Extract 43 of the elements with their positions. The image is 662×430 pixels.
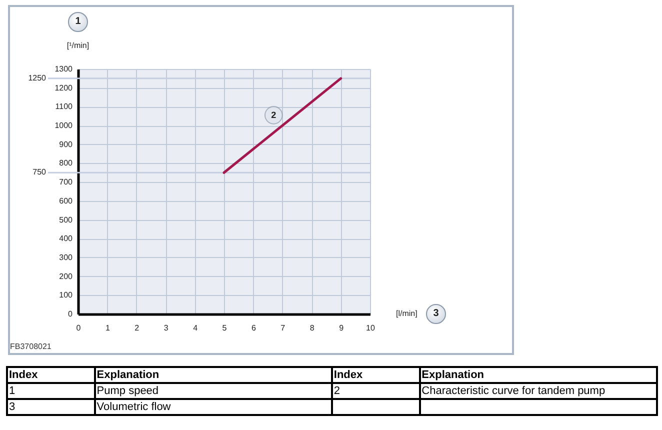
x-tick-label: 10 [366,324,376,332]
text: FB3708021 [10,342,52,351]
y-tick-label: 400 [59,234,74,244]
y-tick-label: 500 [59,215,74,224]
text: Explanation [420,367,657,383]
text: 3 [7,399,95,415]
x-tick-label: 4 [193,324,198,332]
x-tick-label: 0 [76,324,82,332]
y-tick-label: 800 [59,158,74,168]
y-tick-label: 0 [68,310,74,318]
number-badge: 1 [68,12,88,32]
y-tick-label: 300 [59,252,74,262]
text: 2 [332,383,420,399]
annotation: 2 [271,110,276,120]
x-tick-label: 8 [310,324,315,332]
x-tick-label: 5 [222,324,228,332]
ref-line-label: 750 [32,168,47,177]
y-tick-label: 1300 [54,64,74,74]
y-axis-title: [¹/min] [66,41,90,50]
y-tick-label: 1000 [54,121,74,130]
x-tick-label: 1 [105,324,110,332]
x-tick-label: 9 [339,324,344,332]
text: Index [7,367,95,383]
y-tick-label: 1200 [54,83,74,92]
x-axis-title: [l/min] [396,309,418,318]
text: Explanation [94,367,332,383]
x-tick-label: 7 [280,324,286,332]
y-tick-label: 700 [59,178,74,187]
y-tick-label: 900 [59,140,74,149]
text: Index [332,367,420,383]
number-badge: 3 [426,304,446,324]
y-tick-label: 200 [59,272,74,281]
ref-line-label: 1250 [28,73,47,82]
x-tick-label: 2 [134,324,140,332]
x-tick-label: 6 [251,324,256,332]
text: Volumetric flow [94,399,332,415]
y-tick-label: 600 [59,196,74,206]
text: Pump speed [94,383,332,399]
text: Characteristic curve for tandem pump [420,383,657,399]
text: 1 [7,383,95,399]
y-tick-label: 1100 [55,102,74,112]
y-tick-label: 100 [59,290,74,300]
x-tick-label: 3 [164,324,169,332]
